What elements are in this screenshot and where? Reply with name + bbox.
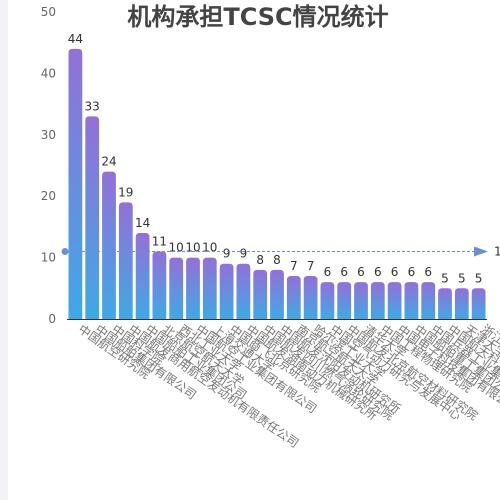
bar-value-label: 5 [441,271,449,285]
bar-value-label: 10 [185,241,200,255]
markline-arrow [474,246,488,257]
bar-value-label: 44 [68,32,83,46]
bar [202,257,217,319]
bar-value-label: 7 [307,259,315,273]
bar-value-label: 24 [101,155,116,169]
bar-value-label: 6 [324,265,332,279]
bar-value-label: 11 [152,234,167,248]
y-tick-label: 10 [41,251,56,265]
bar-value-label: 8 [273,253,281,267]
bar-value-label: 6 [424,265,432,279]
markline-start-dot [61,247,69,255]
bar-value-label: 9 [223,247,231,261]
bar-value-label: 19 [118,185,133,199]
bar [152,251,167,319]
bar-value-label: 33 [85,99,100,113]
bar [421,282,436,319]
bar [270,269,284,319]
markline-label: 11 [494,244,500,258]
bar [68,48,83,320]
bar-value-label: 6 [374,265,382,279]
bar [85,116,100,319]
bar [118,202,133,319]
y-axis: 0 10 20 30 40 50 [41,5,56,326]
y-tick-label: 30 [41,128,56,142]
bar [102,171,116,319]
bar-value-label: 9 [240,247,248,261]
chart-title: 机构承担TCSC情况统计 [127,3,388,31]
bar-value-label: 10 [202,241,217,255]
bar [370,282,385,319]
bar-value-label: 6 [391,265,399,279]
average-markline: 11 [61,244,500,258]
y-tick-label: 50 [41,5,56,19]
bar [337,282,352,319]
bar [169,257,184,319]
bar [303,276,318,319]
bar-value-label: 5 [458,271,466,285]
bar [438,288,452,319]
bar-series [68,48,486,320]
bar-value-label: 6 [357,265,365,279]
bar-value-label: 6 [408,265,416,279]
chart-panel: 机构承担TCSC情况统计 0 10 20 30 40 50 44 33 24 19 14 11 10 1… [8,0,500,500]
y-tick-label: 40 [41,66,56,80]
x-axis: 中国航空研究院中国船舶集团有限公司中国科学院中国航发商用航空发动机有限责任公司中… [67,319,500,450]
bar [471,288,486,319]
bar [320,282,335,319]
y-tick-label: 0 [48,312,56,326]
bar [286,276,301,319]
bar [404,282,419,319]
bar-value-label: 14 [135,216,150,230]
bar-value-label: 5 [475,271,483,285]
y-tick-label: 20 [41,189,56,203]
bar [387,282,402,319]
bar-value-label: 8 [256,253,264,267]
bar [454,288,469,319]
bar [253,269,268,319]
bar-value-label: 7 [290,259,298,273]
bar [135,233,150,319]
bar [236,263,251,319]
bar [186,257,200,319]
bar-value-label: 6 [340,265,348,279]
bar-value-label: 10 [169,241,184,255]
bar [219,263,234,319]
bar [354,282,368,319]
